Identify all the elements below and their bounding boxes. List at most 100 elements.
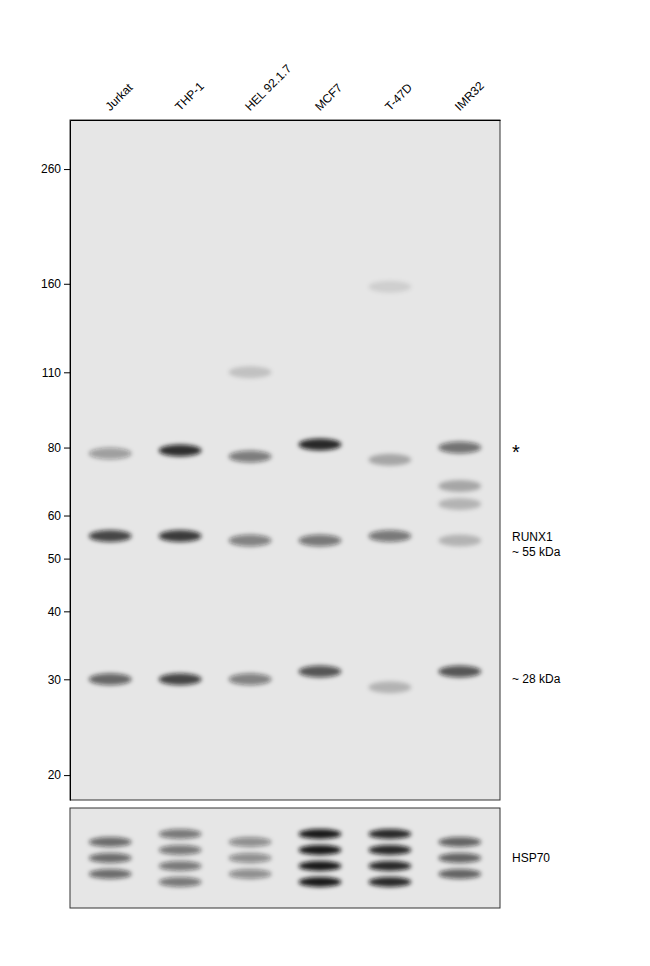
y-tick-label: 80 <box>48 441 62 455</box>
plot-frame <box>70 808 500 908</box>
y-axis-line <box>70 121 71 801</box>
y-tick: 160 <box>41 277 70 291</box>
band <box>368 845 411 855</box>
band <box>299 534 342 546</box>
band <box>159 829 202 839</box>
x-axis: Jurkat THP-1 HEL 92.1.7 MCF7 T-47D IMR32 <box>71 61 501 120</box>
y-tick-line <box>64 775 70 776</box>
band <box>89 853 132 863</box>
band <box>229 366 272 378</box>
lane-bands <box>159 829 202 887</box>
y-tick-label: 160 <box>41 277 61 291</box>
x-tick: THP-1 <box>172 79 207 114</box>
band <box>159 845 202 855</box>
band <box>229 853 272 863</box>
y-tick-label: 260 <box>41 162 61 176</box>
band <box>299 666 342 678</box>
y-tick-line <box>64 372 70 373</box>
annotation: ~ 28 kDa <box>512 672 561 686</box>
y-tick-label: 50 <box>48 552 62 566</box>
band <box>159 877 202 887</box>
lane-label: HEL 92.1.7 <box>242 61 294 113</box>
y-tick-line <box>64 559 70 560</box>
lane-bands <box>229 837 272 879</box>
annotation: * <box>512 441 520 463</box>
lane-label: T-47D <box>382 80 415 113</box>
band <box>299 861 342 871</box>
y-tick-label: 20 <box>48 768 62 782</box>
y-tick-label: 30 <box>48 673 62 687</box>
bands <box>89 829 481 887</box>
plot-frame <box>70 120 500 800</box>
band <box>368 530 411 542</box>
band <box>438 853 481 863</box>
y-tick-label: 40 <box>48 605 62 619</box>
band <box>89 448 132 460</box>
lane-bands <box>299 829 342 887</box>
y-tick: 40 <box>48 605 70 619</box>
band <box>89 530 132 542</box>
band <box>299 439 342 451</box>
band <box>159 861 202 871</box>
band <box>368 454 411 466</box>
band <box>368 281 411 293</box>
y-tick: 50 <box>48 552 70 566</box>
band <box>229 673 272 685</box>
band <box>438 498 481 510</box>
band <box>368 861 411 871</box>
chart: Jurkat THP-1 HEL 92.1.7 MCF7 T-47D IMR32 260 16… <box>0 0 650 966</box>
band <box>89 673 132 685</box>
band <box>89 869 132 879</box>
y-tick: 80 <box>48 441 70 455</box>
y-tick-label: 110 <box>42 366 61 380</box>
band <box>368 877 411 887</box>
annotation: RUNX1~ 55 kDa <box>512 530 561 559</box>
y-tick-label: 60 <box>48 509 62 523</box>
band <box>438 837 481 847</box>
lane-bands <box>368 829 411 887</box>
band <box>229 451 272 463</box>
y-tick: 110 <box>42 366 70 380</box>
hsp70-panel: HSP70 <box>70 808 550 908</box>
lane-label: Jurkat <box>102 80 135 113</box>
y-tick: 20 <box>48 768 70 782</box>
lane-label: MCF7 <box>312 80 345 113</box>
band <box>368 829 411 839</box>
band <box>438 666 481 678</box>
band <box>229 534 272 546</box>
y-tick: 60 <box>48 509 70 523</box>
band <box>438 534 481 546</box>
y-tick-line <box>64 448 70 449</box>
y-tick-line <box>64 611 70 612</box>
band <box>229 869 272 879</box>
x-tick: HEL 92.1.7 <box>242 61 294 113</box>
y-tick-line <box>64 679 70 680</box>
lane-label: IMR32 <box>452 79 487 114</box>
band <box>299 829 342 839</box>
panel-label: HSP70 <box>512 851 550 865</box>
band <box>438 869 481 879</box>
annotations: * RUNX1~ 55 kDa ~ 28 kDa <box>512 441 561 687</box>
y-axis: 260 160 110 80 60 50 40 30 20 <box>41 121 71 801</box>
lane-bands <box>89 837 132 879</box>
band <box>438 480 481 492</box>
bands <box>89 281 481 694</box>
y-tick-line <box>64 284 70 285</box>
band <box>299 877 342 887</box>
x-tick: IMR32 <box>452 79 487 114</box>
band <box>159 673 202 685</box>
main-panel: Jurkat THP-1 HEL 92.1.7 MCF7 T-47D IMR32 260 16… <box>41 61 561 800</box>
lane-bands <box>438 837 481 879</box>
band <box>89 837 132 847</box>
y-tick: 260 <box>41 162 70 176</box>
lane-label: THP-1 <box>172 79 207 114</box>
x-axis-line <box>71 120 501 121</box>
band <box>159 530 202 542</box>
y-tick-line <box>64 169 70 170</box>
band <box>299 845 342 855</box>
x-tick: T-47D <box>382 80 415 113</box>
y-tick: 30 <box>48 673 70 687</box>
band <box>438 442 481 454</box>
band <box>159 445 202 457</box>
x-tick: MCF7 <box>312 80 345 113</box>
